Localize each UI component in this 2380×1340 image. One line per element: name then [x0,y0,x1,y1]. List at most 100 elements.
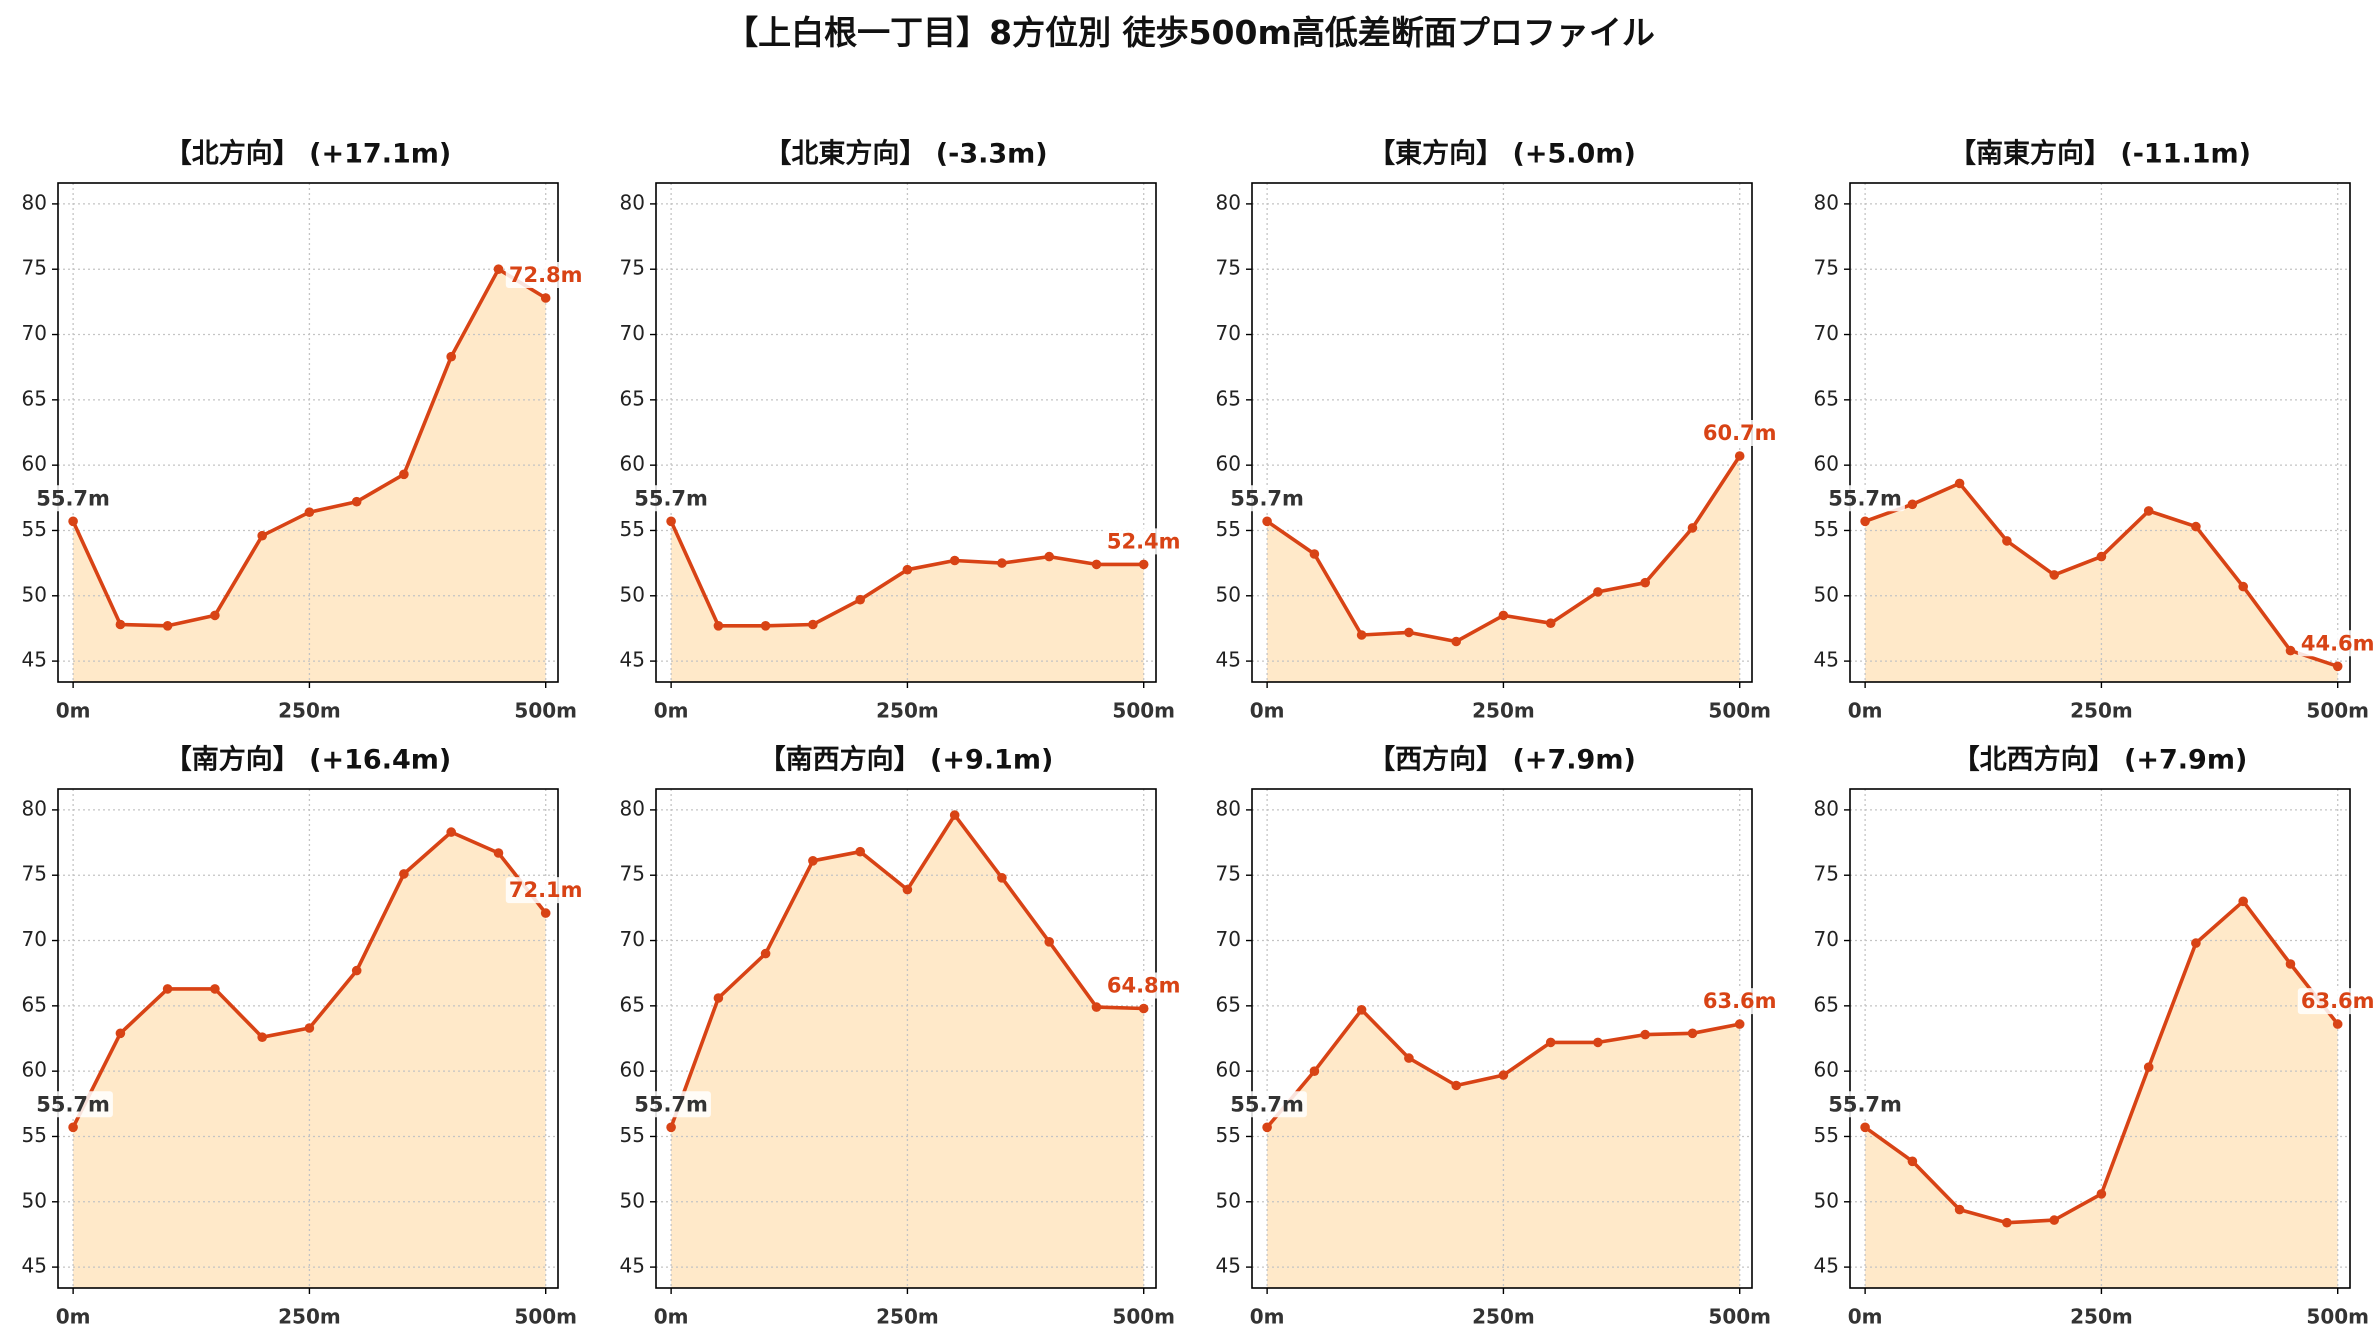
data-point [2143,506,2154,516]
y-tick-label: 80 [22,190,47,214]
data-point [1593,587,1603,597]
area-fill [671,815,1144,1288]
start-value-label: 55.7m [1230,1092,1304,1116]
y-tick-label: 55 [22,517,47,541]
data-point [1954,1204,1965,1215]
data-point [351,965,362,976]
y-tick-label: 80 [1814,190,1839,214]
axes-frame [1849,788,2351,1289]
y-tick-label: 70 [1216,321,1241,345]
y-tick-label: 65 [22,386,47,410]
y-tick-label: 75 [22,256,47,280]
data-point [2096,551,2107,562]
panel-title: 【北西方向】 (+7.9m) [1953,744,2248,776]
y-tick-label: 45 [1216,1254,1241,1278]
data-point [1091,559,1102,570]
chart-panel: 【南方向】 (+16.4m) 45 50 55 60 65 70 75 80 0m 250m 500m… [22,744,586,1329]
chart-panel: 【北東方向】 (-3.3m) 45 50 55 60 65 70 75 80 0m 250m 500m… [620,138,1184,723]
data-point [1907,1156,1918,1167]
y-tick-label: 80 [1216,190,1241,214]
y-tick-label: 45 [1814,648,1839,672]
panel-title: 【西方向】 (+7.9m) [1368,744,1636,776]
y-tick-label: 45 [22,1254,47,1278]
data-point [2332,661,2343,672]
axes-frame [1849,182,2351,683]
start-value-label: 55.7m [1828,486,1902,510]
start-value-label-box [1825,1091,1905,1118]
data-point [540,908,551,918]
start-value-label: 55.7m [36,1092,110,1116]
x-tick-label: 250m [876,1305,939,1329]
data-point [949,555,960,566]
data-point [1687,1028,1698,1039]
start-value-label: 55.7m [634,486,708,510]
y-tick-label: 75 [1814,256,1839,280]
area-fill [73,269,546,682]
data-point [1044,937,1054,947]
x-tick-label: 250m [2070,699,2133,723]
end-value-label: 52.4m [1107,529,1181,553]
panel-title: 【南西方向】 (+9.1m) [759,744,1054,776]
end-value-label-box [505,262,586,288]
y-tick-label: 50 [620,582,645,606]
end-value-label: 72.8m [509,263,583,287]
x-tick-label: 250m [876,699,939,723]
data-point [162,621,173,631]
x-tick-label: 0m [654,699,689,723]
y-tick-label: 80 [22,796,47,820]
x-tick-label: 500m [1708,699,1771,723]
x-tick-label: 0m [1250,1305,1285,1329]
y-tick-label: 75 [1216,256,1241,280]
y-tick-label: 75 [1814,862,1839,886]
y-tick-label: 70 [1814,927,1839,951]
data-point [1356,630,1367,640]
y-tick-label: 60 [1814,1058,1839,1082]
data-point [1138,559,1149,570]
axes-frame [57,182,559,683]
y-tick-label: 65 [1216,992,1241,1016]
start-value-label: 55.7m [1230,486,1304,510]
y-tick-label: 45 [1814,1254,1839,1278]
y-tick-label: 50 [1216,1188,1241,1212]
data-point [1356,1005,1367,1015]
y-tick-label: 55 [1814,517,1839,541]
data-point [1138,1003,1149,1014]
x-tick-label: 500m [1708,1305,1771,1329]
data-point [1860,516,1870,527]
y-tick-label: 60 [22,452,47,476]
chart-panel: 【東方向】 (+5.0m) 45 50 55 60 65 70 75 80 0m 250m 500m 5… [1216,138,1780,723]
y-tick-label: 65 [1814,386,1839,410]
end-value-label-box [1103,972,1184,999]
start-value-label-box [1227,485,1307,512]
y-tick-label: 45 [1216,648,1241,672]
axes-frame [655,788,1157,1289]
area-fill [1267,456,1740,682]
start-value-label-box [33,485,113,512]
panel-title: 【東方向】 (+5.0m) [1368,138,1636,170]
chart-panel: 【北西方向】 (+7.9m) 45 50 55 60 65 70 75 80 0m 250m 500m… [1814,744,2378,1329]
panel-title: 【北方向】 (+17.1m) [165,138,451,170]
y-tick-label: 75 [620,862,645,886]
data-point [1734,451,1745,461]
y-tick-label: 70 [22,321,47,345]
y-tick-label: 65 [1216,386,1241,410]
data-point [446,351,457,362]
panel-title: 【南東方向】 (-11.1m) [1949,138,2251,170]
x-tick-label: 250m [278,1305,341,1329]
area-fill [1865,483,2338,682]
y-tick-label: 60 [1216,452,1241,476]
y-tick-label: 80 [620,190,645,214]
data-point [2285,645,2296,656]
data-point [446,827,457,837]
x-tick-label: 500m [514,1305,577,1329]
data-point [2143,1062,2154,1072]
x-tick-label: 500m [514,699,577,723]
data-point [997,873,1007,883]
y-tick-label: 75 [620,256,645,280]
y-tick-label: 50 [620,1188,645,1212]
data-point [1498,610,1509,621]
y-tick-label: 65 [620,386,645,410]
start-value-label: 55.7m [36,486,110,510]
data-point [2002,1217,2012,1228]
